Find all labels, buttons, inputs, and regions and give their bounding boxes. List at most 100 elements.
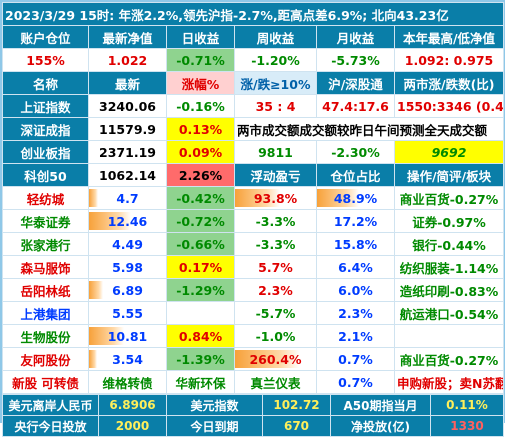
holding-position: 48.9% bbox=[316, 186, 395, 210]
holding-position: 2.1% bbox=[316, 324, 395, 348]
holding-last: 6.89 bbox=[88, 278, 167, 302]
header-latest: 最新 bbox=[88, 71, 167, 95]
index-change: 0.13% bbox=[166, 117, 235, 141]
holding-note: 造纸印刷-0.83% bbox=[393, 278, 505, 302]
index-change: 2.26% bbox=[166, 163, 235, 187]
header-connect: 沪/深股通 bbox=[316, 71, 395, 95]
index-change: 0.09% bbox=[166, 140, 235, 164]
footer-table: 美元离岸人民币 6.8906 美元指数 102.72 A50期指当月 0.11%… bbox=[2, 394, 504, 437]
index-name[interactable]: 上证指数 bbox=[2, 94, 89, 118]
holding-pnl: -1.0% bbox=[234, 324, 317, 348]
ipo-stock[interactable]: 真兰仪表 bbox=[234, 370, 317, 394]
index-last: 3240.06 bbox=[88, 94, 167, 118]
holding-position: 15.8% bbox=[316, 232, 395, 256]
holding-change: -1.39% bbox=[166, 347, 235, 371]
holding-change: -0.72% bbox=[166, 209, 235, 233]
turnover-change: -2.30% bbox=[316, 140, 395, 164]
header-daily-return: 日收益 bbox=[166, 25, 235, 49]
index-change: -0.16% bbox=[166, 94, 235, 118]
latest-nav: 1.022 bbox=[88, 48, 167, 72]
dxy-label: 美元指数 bbox=[166, 394, 263, 416]
turnover-forecast: 9692 bbox=[393, 140, 505, 164]
holding-change: 0.17% bbox=[166, 255, 235, 279]
holding-last: 3.54 bbox=[88, 347, 167, 371]
holding-name[interactable]: 岳阳林纸 bbox=[2, 278, 89, 302]
holding-last: 4.7 bbox=[88, 186, 167, 210]
header-change: 涨幅% bbox=[166, 71, 235, 95]
year-high-low: 1.092: 0.975 bbox=[393, 48, 505, 72]
holding-position: 0.7% bbox=[316, 347, 395, 371]
holding-name[interactable]: 生物股份 bbox=[2, 324, 89, 348]
holding-name[interactable]: 上港集团 bbox=[2, 301, 89, 325]
weekly-return: -1.20% bbox=[234, 48, 317, 72]
holding-note: 商业百货-0.27% bbox=[393, 347, 505, 371]
holding-last: 10.81 bbox=[88, 324, 167, 348]
daily-return: -0.71% bbox=[166, 48, 235, 72]
holding-position: 17.2% bbox=[316, 209, 395, 233]
holding-pnl: 260.4% bbox=[234, 347, 317, 371]
holding-note bbox=[393, 324, 505, 348]
holding-note: 商业百货-0.27% bbox=[393, 186, 505, 210]
portfolio-table: 2023/3/29 15时: 年涨2.2%,领先沪指-2.7%,距高点差6.9%… bbox=[1, 2, 505, 394]
holding-note: 证券-0.97% bbox=[393, 209, 505, 233]
limit-ratio: 35 : 4 bbox=[234, 94, 317, 118]
index-name[interactable]: 科创50 bbox=[2, 163, 89, 187]
market-breadth: 1550:3346 (0.46) bbox=[393, 94, 505, 118]
pboc-injection-label: 央行今日投放 bbox=[2, 415, 99, 437]
holding-pnl: 93.8% bbox=[234, 186, 317, 210]
holding-last: 5.55 bbox=[88, 301, 167, 325]
holding-position: 2.3% bbox=[316, 301, 395, 325]
holding-pnl: -3.3% bbox=[234, 232, 317, 256]
maturity-value: 670 bbox=[262, 415, 331, 437]
holding-last: 4.49 bbox=[88, 232, 167, 256]
connect-flow: 47.4:17.6 bbox=[316, 94, 395, 118]
holding-last: 12.46 bbox=[88, 209, 167, 233]
ipo-position: 0.7% bbox=[316, 370, 395, 394]
usd-cnh-label: 美元离岸人民币 bbox=[2, 394, 99, 416]
turnover-ticker: 两市成交额成交额较昨日午间预测全天成交额 bbox=[233, 117, 505, 141]
header-name: 名称 bbox=[2, 71, 89, 95]
holding-note: 银行-0.44% bbox=[393, 232, 505, 256]
header-account-position: 账户仓位 bbox=[2, 25, 89, 49]
header-weekly-return: 周收益 bbox=[234, 25, 317, 49]
header-limit-updown: 涨/跌≥10% bbox=[234, 71, 317, 95]
index-name[interactable]: 深证成指 bbox=[2, 117, 89, 141]
header-notes: 操作/简评/板块 bbox=[393, 163, 505, 187]
usd-cnh-value: 6.8906 bbox=[98, 394, 167, 416]
holding-name[interactable]: 华泰证券 bbox=[2, 209, 89, 233]
maturity-label: 今日到期 bbox=[166, 415, 263, 437]
holding-name[interactable]: 张家港行 bbox=[2, 232, 89, 256]
holding-change: 0.84% bbox=[166, 324, 235, 348]
net-injection-value: 1330 bbox=[430, 415, 504, 437]
a50-label: A50期指当月 bbox=[330, 394, 431, 416]
net-injection-label: 净投放(亿) bbox=[330, 415, 431, 437]
ipo-note: 申购新股；卖N苏翻 bbox=[393, 370, 505, 394]
holding-name[interactable]: 轻纺城 bbox=[2, 186, 89, 210]
holding-position: 6.0% bbox=[316, 278, 395, 302]
index-last: 11579.9 bbox=[88, 117, 167, 141]
holding-note: 纺织服装-1.14% bbox=[393, 255, 505, 279]
holding-change bbox=[166, 301, 235, 325]
pboc-injection-value: 2000 bbox=[98, 415, 167, 437]
header-position-share: 仓位占比 bbox=[316, 163, 395, 187]
ipo-bond-1[interactable]: 维格转债 bbox=[88, 370, 167, 394]
holding-change: -1.29% bbox=[166, 278, 235, 302]
account-position: 155% bbox=[2, 48, 89, 72]
header-monthly-return: 月收益 bbox=[316, 25, 395, 49]
ipo-bond-2[interactable]: 华新环保 bbox=[166, 370, 235, 394]
ipo-label: 新股 可转债 bbox=[2, 370, 89, 394]
header-year-high-low: 本年最高/低净值 bbox=[393, 25, 505, 49]
index-last: 2371.19 bbox=[88, 140, 167, 164]
turnover-amount: 9811 bbox=[234, 140, 317, 164]
dxy-value: 102.72 bbox=[262, 394, 331, 416]
holding-change: -0.42% bbox=[166, 186, 235, 210]
holding-last: 5.98 bbox=[88, 255, 167, 279]
holding-name[interactable]: 友阿股份 bbox=[2, 347, 89, 371]
a50-value: 0.11% bbox=[430, 394, 504, 416]
holding-name[interactable]: 森马服饰 bbox=[2, 255, 89, 279]
holding-position: 6.4% bbox=[316, 255, 395, 279]
page-title: 2023/3/29 15时: 年涨2.2%,领先沪指-2.7%,距高点差6.9%… bbox=[1, 2, 505, 26]
index-name[interactable]: 创业板指 bbox=[2, 140, 89, 164]
header-latest-nav: 最新净值 bbox=[88, 25, 167, 49]
